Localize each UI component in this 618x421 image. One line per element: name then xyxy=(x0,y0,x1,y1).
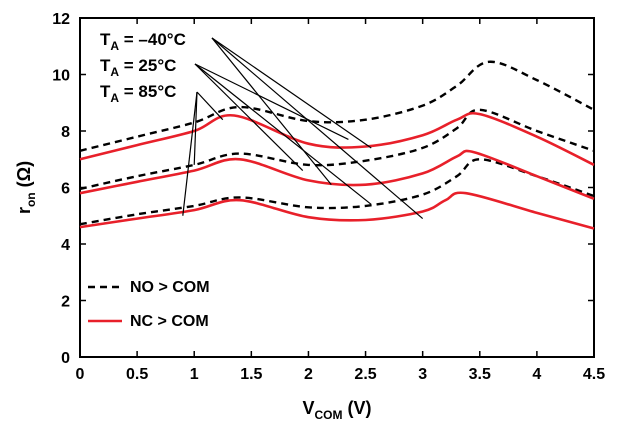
annotation-leader-line xyxy=(196,91,224,121)
y-tick-label: 10 xyxy=(52,68,70,85)
annotation-leader-line xyxy=(182,91,198,216)
curves-layer xyxy=(79,60,595,230)
nc-com-series-line xyxy=(79,111,595,167)
legend: NO > COM NC > COM xyxy=(88,279,210,330)
x-tick-label: 3 xyxy=(418,366,427,383)
annotation-leader-line xyxy=(211,37,424,220)
y-tick-label: 2 xyxy=(61,294,70,311)
legend-label: NO > COM xyxy=(130,279,210,296)
x-tick-label: 2 xyxy=(304,366,313,383)
y-tick-label: 0 xyxy=(61,350,70,367)
annotation-leader-line xyxy=(193,91,198,165)
annotation-leader-line xyxy=(194,63,372,205)
annotation-leader-line xyxy=(211,37,332,186)
x-tick-label: 1.5 xyxy=(240,366,262,383)
temperature-annotation: TA = 85°C xyxy=(100,82,176,105)
no-com-series-line xyxy=(79,60,595,152)
legend-label: NC > COM xyxy=(130,313,209,330)
tick-layer: 0 0.5 1 1.5 2 2.5 3 3.5 4 4.5 0 2 4 6 8 10 12 xyxy=(52,11,605,383)
x-tick-label: 0 xyxy=(76,366,85,383)
y-axis-title: ron (Ω) xyxy=(14,161,38,214)
annotation-leader-line xyxy=(194,63,349,141)
y-tick-label: 8 xyxy=(61,124,70,141)
x-tick-label: 0.5 xyxy=(126,366,148,383)
x-tick-label: 4.5 xyxy=(583,366,605,383)
no-com-series-line xyxy=(79,108,595,191)
x-tick-label: 3.5 xyxy=(469,366,491,383)
annotation-leader-line xyxy=(211,37,372,149)
x-tick-label: 4 xyxy=(532,366,541,383)
annotation-layer: TA = –40°C TA = 25°C TA = 85°C xyxy=(100,30,424,220)
y-tick-label: 12 xyxy=(52,11,70,28)
y-tick-label: 4 xyxy=(61,237,70,254)
nc-com-series-line xyxy=(79,149,595,201)
x-axis-title: VCOM (V) xyxy=(302,398,371,421)
annotation-leader-line xyxy=(194,63,304,171)
x-tick-label: 1 xyxy=(190,366,199,383)
temperature-annotation: TA = –40°C xyxy=(100,30,186,53)
no-com-series-line xyxy=(79,158,595,226)
x-tick-label: 2.5 xyxy=(354,366,376,383)
y-tick-label: 6 xyxy=(61,181,70,198)
temperature-annotation: TA = 25°C xyxy=(100,56,176,79)
nc-com-series-line xyxy=(79,191,595,230)
